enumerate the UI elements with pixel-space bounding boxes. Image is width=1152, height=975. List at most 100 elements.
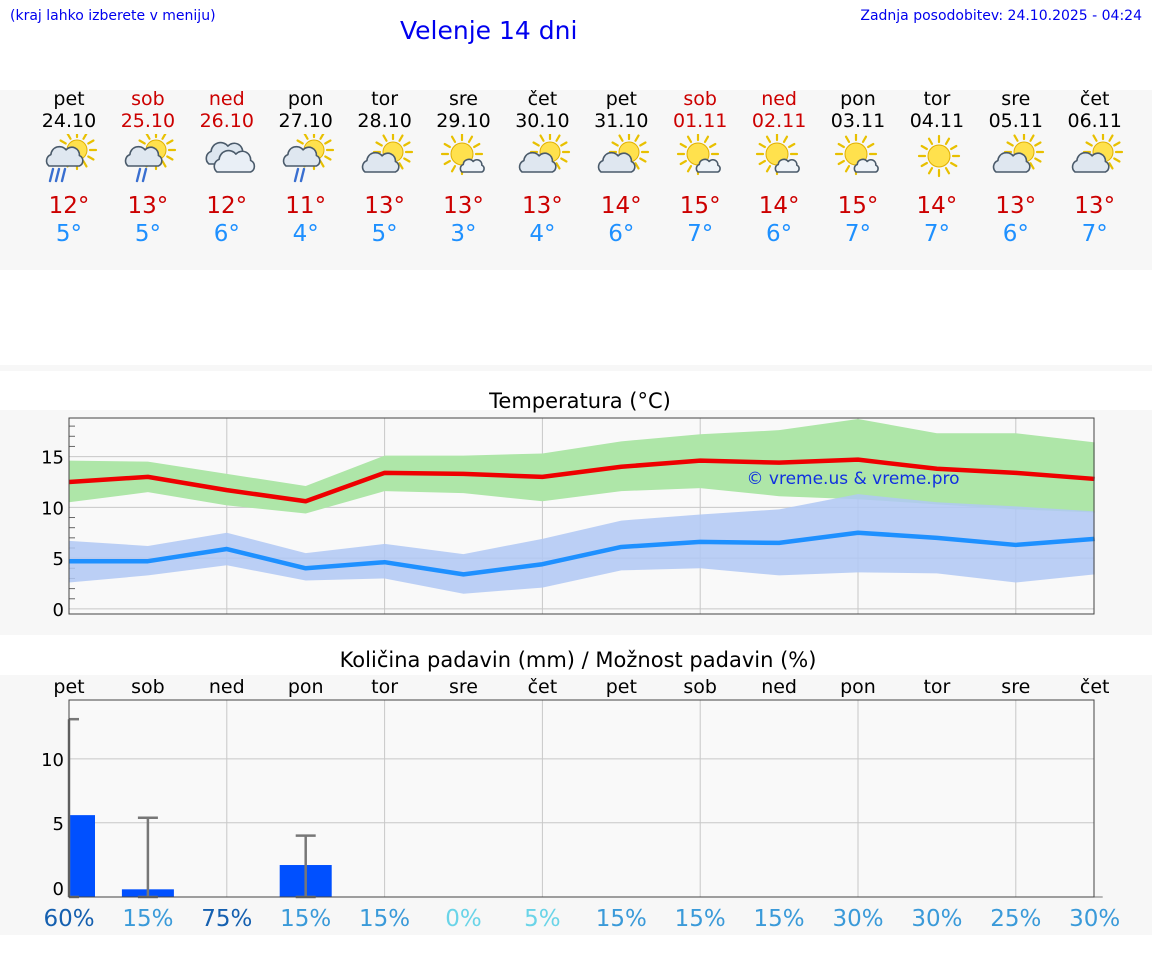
temp-min: 7° [923,221,950,247]
category-label: sob [131,676,165,698]
icon-shape [205,141,255,173]
precip-probability: 15% [754,906,805,932]
temp-max: 15° [837,193,879,219]
day-date: 29.10 [436,110,491,132]
temp-min: 5° [134,221,161,247]
forecast-day: čet 06.11 13° 7° [1050,88,1140,248]
forecast-day: sre 05.11 13° 6° [971,88,1061,248]
precip-probability: 15% [359,906,410,932]
day-name: pon [287,88,324,110]
day-name: tor [923,88,951,110]
category-label: ned [761,676,797,698]
precip-probability: 15% [122,906,173,932]
watermark: © vreme.us & vreme.pro [746,469,959,489]
day-name: tor [371,88,399,110]
day-name: ned [208,88,245,110]
day-name: pet [605,88,637,110]
plot-area [69,700,1094,897]
temp-min: 7° [844,221,872,247]
chart-title: Količina padavin (mm) / Možnost padavin … [340,648,817,672]
icon-shape [677,134,722,176]
day-date: 01.11 [672,110,728,132]
category-label: pon [288,676,324,698]
forecast-day: sre 29.10 13° 3° [419,88,509,248]
precip-probability: 15% [596,906,647,932]
sun-cloud-icon [519,134,571,173]
icon-shape [1071,134,1123,173]
icon-shape [361,134,413,173]
day-date: 04.11 [909,110,965,132]
temp-min: 6° [1002,221,1029,247]
divider-band [0,365,1152,371]
page-title: Velenje 14 dni [400,16,578,45]
icon-shape [124,134,176,183]
y-tick-label: 10 [41,750,64,771]
y-tick-label: 10 [41,498,64,519]
plot-frame [68,417,1095,615]
sun-small-cloud-icon [755,134,800,176]
precip-probability: 15% [280,906,331,932]
y-tick-label: 5 [53,814,64,835]
category-label: sre [1001,676,1030,698]
series-line-max [68,457,1095,504]
day-name: ned [761,88,797,110]
forecast-day: sob 01.11 15° 7° [655,88,745,248]
category-label: tor [371,676,398,698]
category-label: sre [449,676,478,698]
day-name: pon [840,88,876,110]
category-label: pet [606,676,637,698]
precip-bar [69,815,95,897]
temp-max: 14° [916,193,958,219]
temp-min: 6° [608,221,635,247]
precip-probability: 75% [201,906,252,932]
location-note: (kraj lahko izberete v meniju) [10,8,216,24]
day-date: 03.11 [830,110,886,132]
temperature-chart: 0 5 10 15 Temperatura (°C) © vreme.us & vreme… [41,389,1095,621]
category-label: pet [53,676,84,698]
sun-small-cloud-icon [677,134,722,176]
temp-max: 13° [1074,193,1116,219]
precip-probability: 5% [524,906,561,932]
icon-shape [282,134,334,183]
forecast-day: sob 25.10 13° 5° [103,88,193,248]
plot-frame [68,699,1095,898]
temp-min: 5° [55,221,83,247]
sun-icon [917,134,960,178]
category-label: sob [683,676,717,698]
day-name: sob [131,88,165,110]
temp-max: 12° [48,193,90,219]
forecast-days: pet 24.10 12° 5° sob 25.10 13° 5° ned 26.10 12° 6° p… [0,0,1152,270]
day-date: 27.10 [278,110,333,132]
temp-min: 7° [687,221,714,247]
day-name: čet [1079,88,1110,110]
forecast-day: tor 28.10 13° 5° [340,88,430,248]
day-name: sre [1001,88,1031,110]
day-date: 02.11 [751,110,807,132]
day-date: 26.10 [199,110,254,132]
forecast-day: pet 31.10 14° 6° [576,88,666,248]
icon-shape [755,134,800,176]
chart-title: Temperatura (°C) [488,389,671,413]
day-date: 05.11 [988,110,1043,132]
temp-min: 6° [213,221,240,247]
category-label: čet [528,676,558,698]
precip-probability: 30% [832,906,883,932]
category-label: ned [209,676,245,698]
day-date: 06.11 [1067,110,1122,132]
temp-min: 6° [766,221,793,247]
precip-probability: 25% [990,906,1041,932]
temp-max: 11° [285,193,327,219]
y-tick-label: 15 [41,448,64,469]
icon-shape [992,134,1044,173]
sun-cloud-icon [1071,134,1123,173]
day-date: 25.10 [120,110,176,132]
y-tick-label: 5 [53,549,64,570]
sun-small-cloud-icon [834,134,879,176]
band-max [69,419,1095,514]
temp-min: 4° [292,221,319,247]
icon-shape [519,134,571,173]
sun-cloud-icon [598,134,650,173]
day-date: 31.10 [594,110,649,132]
last-update: Zadnja posodobitev: 24.10.2025 - 04:24 [860,8,1142,24]
